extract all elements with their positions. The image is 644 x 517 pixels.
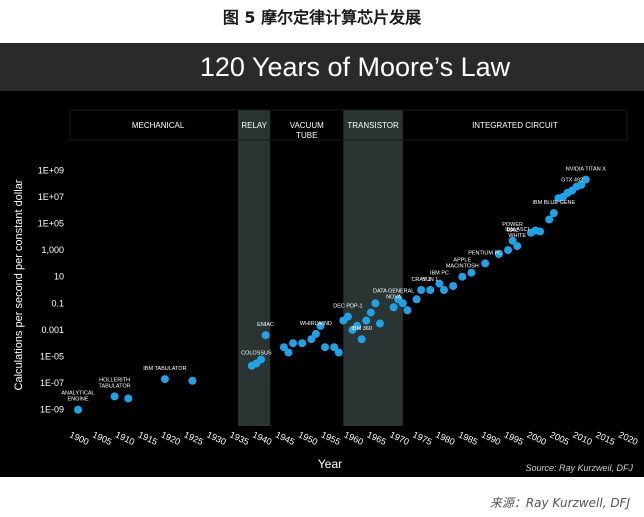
annotations: ANALYTICAL ENGINE HOLLERITH TABULATOR IBM TA… [61, 167, 606, 403]
figure-caption: 图 5 摩尔定律计算芯片发展 [222, 8, 422, 27]
era-band-shade [343, 110, 403, 426]
annotation-label: IBM 360 [351, 326, 371, 332]
data-point [362, 316, 371, 325]
y-tick-label: 1E-05 [40, 352, 64, 362]
data-point [74, 405, 82, 414]
era-label: TRANSISTOR [347, 121, 399, 130]
annotation-label: IBM TABULATOR [143, 366, 186, 372]
data-point [403, 306, 412, 315]
data-point [545, 215, 554, 224]
annotation-label: ENIAC [257, 322, 274, 328]
title-bar [0, 43, 644, 91]
y-axis-label: Calculations per second per constant dol… [13, 179, 25, 390]
annotation-label: IBM ASCI WHITE [505, 227, 529, 239]
annotation-label: NVIDIA TITAN X [566, 167, 606, 173]
data-point [577, 180, 586, 189]
y-tick-label: 1E+05 [38, 219, 64, 229]
annotation-label: IBM BLUE GENE [532, 200, 575, 206]
y-axis: 1E-09 1E-07 1E-05 0.001 0.1 10 1,000 1E+05 1E+07… [38, 165, 64, 414]
era-band-shade [238, 110, 271, 426]
data-point [316, 321, 325, 330]
data-point [330, 343, 339, 352]
data-point [343, 312, 352, 321]
era-label: INTEGRATED CIRCUIT [472, 121, 558, 130]
data-point [257, 355, 265, 364]
data-point [124, 394, 133, 403]
data-point [494, 250, 503, 259]
data-point [357, 335, 366, 344]
data-point [279, 343, 288, 352]
y-tick-label: 0.1 [51, 298, 64, 308]
data-point [508, 236, 517, 245]
data-point [366, 308, 375, 317]
data-point [353, 321, 362, 330]
annotation-label: ANALYTICAL ENGINE [61, 391, 94, 403]
data-point [321, 343, 330, 352]
data-point [371, 299, 380, 308]
annotation-label: WHIRLWIND [300, 321, 332, 327]
data-points [74, 175, 590, 414]
annotation-label: IBM PC [430, 271, 449, 277]
data-point [513, 242, 522, 251]
data-point [481, 259, 490, 268]
data-point [504, 246, 513, 255]
annotation-label: CRAY 1 [411, 277, 430, 283]
annotation-label: SUN 1 [422, 277, 438, 283]
annotation-label: PENTIUM PC [468, 250, 502, 256]
data-point [412, 295, 421, 304]
data-point [110, 392, 119, 401]
y-tick-label: 1E-07 [40, 378, 64, 388]
x-axis-label: Year [318, 457, 342, 471]
era-label: MECHANICAL [132, 121, 185, 130]
chart-title: 120 Years of Moore’s Law [200, 52, 511, 82]
data-point [435, 279, 444, 288]
data-point [298, 339, 307, 348]
y-tick-label: 1E+07 [38, 192, 64, 202]
chart: 120 Years of Moore’s Law MECHANICAL RELAY… [0, 43, 644, 477]
annotation-label: POWER MAC [502, 222, 523, 234]
annotation-label: COLOSSUS [241, 350, 272, 356]
y-tick-label: 0.001 [41, 325, 64, 335]
data-point [261, 331, 270, 340]
y-tick-label: 1E+09 [38, 165, 64, 175]
y-tick-label: 1E-09 [40, 405, 64, 415]
data-point [375, 319, 384, 328]
era-bands: MECHANICAL RELAY VACUUM TUBE TRANSISTOR INTEG… [69, 109, 628, 426]
era-header [69, 109, 628, 141]
data-point [467, 268, 476, 277]
annotation-label: DATA GENERAL NOVA [373, 288, 414, 300]
source-footer: 来源：Ray Kurzwell, DFJ [489, 496, 630, 510]
data-point [398, 299, 407, 308]
data-point [334, 348, 343, 357]
annotation-label: HOLLERITH TABULATOR [99, 377, 131, 389]
chart-background [0, 43, 644, 477]
annotation-label: APPLE MACINTOSH [446, 258, 479, 270]
data-point [549, 209, 558, 218]
data-point [160, 375, 169, 384]
data-point [440, 286, 448, 294]
data-point [289, 339, 298, 348]
y-tick-label: 1,000 [41, 245, 64, 255]
data-point [311, 329, 320, 338]
data-point [458, 272, 467, 281]
source-note: Source: Ray Kurzweil, DFJ [525, 463, 633, 473]
data-point [307, 335, 316, 344]
annotation-label: GTX 492 [561, 178, 583, 184]
data-point [426, 286, 435, 294]
data-point [389, 303, 398, 312]
era-label: VACUUM TUBE [290, 121, 324, 140]
annotation-label: DEC PDP-1 [333, 304, 362, 310]
y-tick-label: 10 [54, 272, 64, 282]
data-point [284, 348, 293, 357]
data-point [417, 286, 426, 294]
data-point [536, 227, 545, 236]
era-label: RELAY [241, 121, 267, 130]
data-point [449, 281, 458, 290]
data-point [581, 175, 590, 184]
data-point [188, 376, 197, 385]
